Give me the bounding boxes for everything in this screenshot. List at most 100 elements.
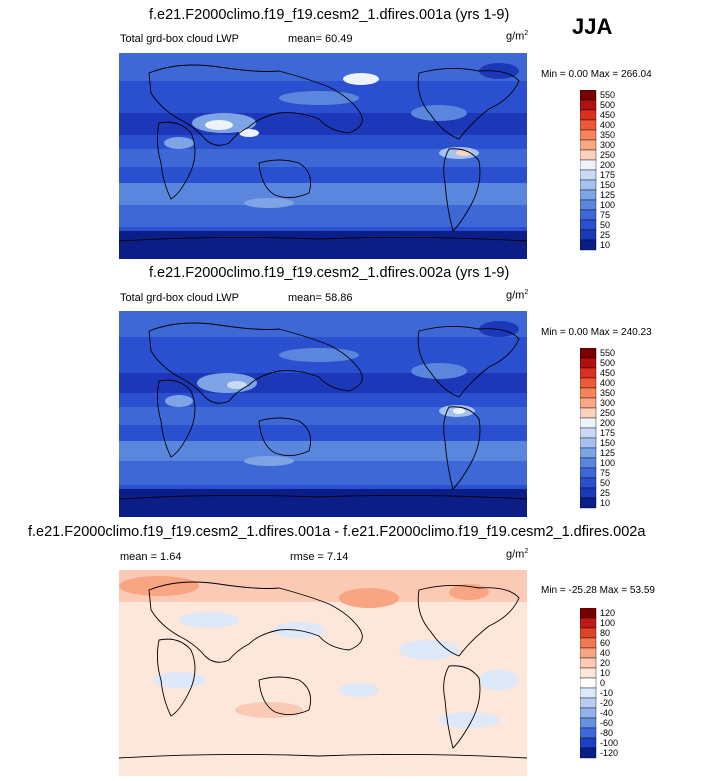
colorbar-label: -20	[600, 698, 613, 708]
colorbar-swatch	[580, 617, 597, 629]
panel1-units: g/m2	[506, 30, 529, 43]
colorbar-swatch	[580, 367, 597, 379]
colorbar-label: 125	[600, 190, 615, 200]
colorbar-label: 75	[600, 468, 610, 478]
colorbar-swatch	[580, 397, 597, 409]
colorbar-swatch	[580, 497, 597, 509]
panel2-map	[119, 311, 527, 517]
colorbar-swatch	[580, 437, 597, 449]
colorbar-swatch	[580, 169, 597, 181]
colorbar-label: 350	[600, 388, 615, 398]
colorbar-swatch	[580, 407, 597, 419]
colorbar-label: 10	[600, 240, 610, 250]
panel1-mean: mean= 60.49	[288, 33, 353, 45]
panel2-units: g/m2	[506, 289, 529, 302]
colorbar-swatch	[580, 608, 597, 619]
panel3-title: f.e21.F2000climo.f19_f19.cesm2_1.dfires.…	[28, 524, 646, 540]
colorbar-label: 200	[600, 418, 615, 428]
colorbar-swatch	[580, 179, 597, 191]
colorbar-label: 450	[600, 110, 615, 120]
panel1-variable: Total grd-box cloud LWP	[120, 33, 240, 45]
colorbar-label: 400	[600, 378, 615, 388]
colorbar-swatch	[580, 737, 597, 749]
colorbar-label: 125	[600, 448, 615, 458]
colorbar-swatch	[580, 667, 597, 679]
colorbar-swatch	[580, 387, 597, 399]
colorbar-label: -40	[600, 708, 613, 718]
panel1-title: f.e21.F2000climo.f19_f19.cesm2_1.dfires.…	[149, 7, 510, 23]
colorbar-label: -10	[600, 688, 613, 698]
colorbar-label: 25	[600, 230, 610, 240]
panel2-mean: mean= 58.86	[288, 292, 353, 304]
colorbar-label: 120	[600, 608, 615, 618]
colorbar-label: 100	[600, 200, 615, 210]
colorbar-label: 75	[600, 210, 610, 220]
colorbar-swatch	[580, 707, 597, 719]
panel1-minmax: Min = 0.00 Max = 266.04	[541, 69, 652, 80]
colorbar-label: 250	[600, 408, 615, 418]
colorbar-label: 50	[600, 478, 610, 488]
colorbar-label: 500	[600, 358, 615, 368]
colorbar-label: -60	[600, 718, 613, 728]
colorbar-label: 500	[600, 100, 615, 110]
colorbar-label: 400	[600, 120, 615, 130]
colorbar-label: 100	[600, 458, 615, 468]
colorbar-label: 10	[600, 498, 610, 508]
panel2-title: f.e21.F2000climo.f19_f19.cesm2_1.dfires.…	[149, 265, 510, 281]
colorbar-swatch	[580, 687, 597, 699]
colorbar-swatch	[580, 467, 597, 479]
colorbar-swatch	[580, 477, 597, 489]
colorbar-label: 200	[600, 160, 615, 170]
season-label: JJA	[572, 14, 613, 39]
colorbar-swatch	[580, 447, 597, 459]
colorbar-swatch	[580, 149, 597, 161]
panel3-minmax: Min = -25.28 Max = 53.59	[541, 585, 655, 596]
colorbar-label: -80	[600, 728, 613, 738]
colorbar-swatch	[580, 427, 597, 439]
colorbar-swatch	[580, 357, 597, 369]
panel2-colorbar: 5505004504003503002502001751501251007550…	[580, 348, 615, 509]
colorbar-label: -120	[600, 748, 618, 758]
colorbar-label: 175	[600, 170, 615, 180]
colorbar-label: 25	[600, 488, 610, 498]
colorbar-label: 100	[600, 618, 615, 628]
panel3-units: g/m2	[506, 548, 529, 561]
panel1-map	[119, 53, 527, 259]
colorbar-label: 0	[600, 678, 605, 688]
colorbar-swatch	[580, 377, 597, 389]
panel2-minmax: Min = 0.00 Max = 240.23	[541, 327, 652, 338]
colorbar-label: 450	[600, 368, 615, 378]
colorbar-swatch	[580, 348, 597, 359]
colorbar-swatch	[580, 119, 597, 131]
colorbar-swatch	[580, 457, 597, 469]
colorbar-swatch	[580, 637, 597, 649]
colorbar-swatch	[580, 417, 597, 429]
colorbar-label: 10	[600, 668, 610, 678]
colorbar-label: 350	[600, 130, 615, 140]
colorbar-swatch	[580, 159, 597, 171]
colorbar-label: 40	[600, 648, 610, 658]
colorbar-swatch	[580, 727, 597, 739]
colorbar-swatch	[580, 109, 597, 121]
colorbar-label: 60	[600, 638, 610, 648]
colorbar-swatch	[580, 90, 597, 101]
colorbar-swatch	[580, 677, 597, 689]
colorbar-swatch	[580, 487, 597, 499]
colorbar-swatch	[580, 209, 597, 221]
colorbar-label: 250	[600, 150, 615, 160]
colorbar-label: 150	[600, 438, 615, 448]
colorbar-label: -100	[600, 738, 618, 748]
panel1-colorbar: 5505004504003503002502001751501251007550…	[580, 90, 615, 251]
colorbar-swatch	[580, 139, 597, 151]
colorbar-label: 300	[600, 398, 615, 408]
colorbar-swatch	[580, 647, 597, 659]
colorbar-label: 50	[600, 220, 610, 230]
colorbar-label: 175	[600, 428, 615, 438]
colorbar-swatch	[580, 717, 597, 729]
colorbar-swatch	[580, 99, 597, 111]
colorbar-swatch	[580, 219, 597, 231]
colorbar-swatch	[580, 697, 597, 709]
colorbar-label: 550	[600, 348, 615, 358]
colorbar-label: 300	[600, 140, 615, 150]
